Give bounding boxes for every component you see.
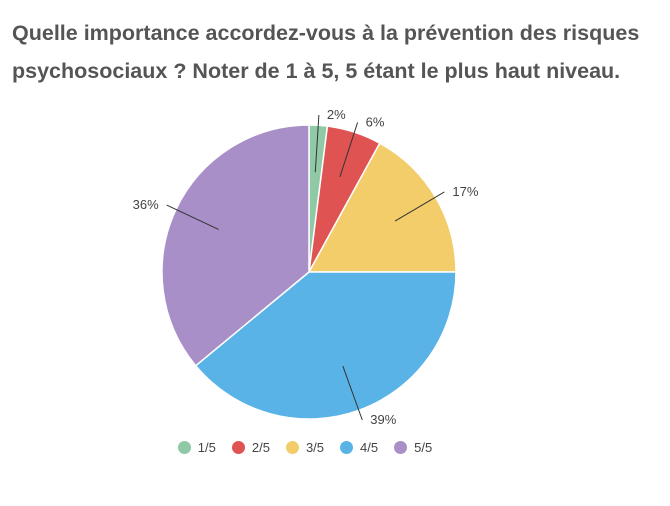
leader-line-4-of-5 (342, 365, 363, 421)
leader-line-2-of-5 (339, 122, 359, 178)
legend: 1/5 2/5 3/5 4/5 5/5 (0, 440, 610, 455)
chart-title: Quelle importance accordez-vous à la pré… (12, 21, 640, 83)
legend-swatch (285, 441, 299, 454)
legend-swatch (340, 441, 354, 454)
legend-label: 1/5 (197, 440, 216, 455)
legend-swatch (177, 441, 191, 454)
slice-label-3-of-5: 17% (452, 184, 478, 199)
leader-line-5-of-5 (166, 204, 219, 230)
legend-item-4-of-5: 4/5 (340, 440, 378, 455)
slice-label-5-of-5: 36% (133, 197, 159, 212)
legend-label: 3/5 (305, 440, 325, 455)
slice-label-2-of-5: 6% (366, 114, 385, 129)
legend-swatch (394, 441, 408, 454)
legend-label: 4/5 (360, 440, 379, 455)
legend-item-5-of-5: 5/5 (394, 440, 432, 455)
leader-line-1-of-5 (314, 114, 320, 173)
legend-item-1-of-5: 1/5 (177, 440, 216, 455)
slice-label-4-of-5: 39% (370, 412, 396, 427)
legend-swatch (231, 441, 245, 454)
slice-label-1-of-5: 2% (327, 107, 346, 122)
legend-label: 5/5 (414, 440, 433, 455)
legend-item-2-of-5: 2/5 (231, 440, 270, 455)
leader-line-3-of-5 (394, 191, 445, 222)
legend-item-3-of-5: 3/5 (285, 440, 325, 455)
legend-label: 2/5 (251, 440, 270, 455)
